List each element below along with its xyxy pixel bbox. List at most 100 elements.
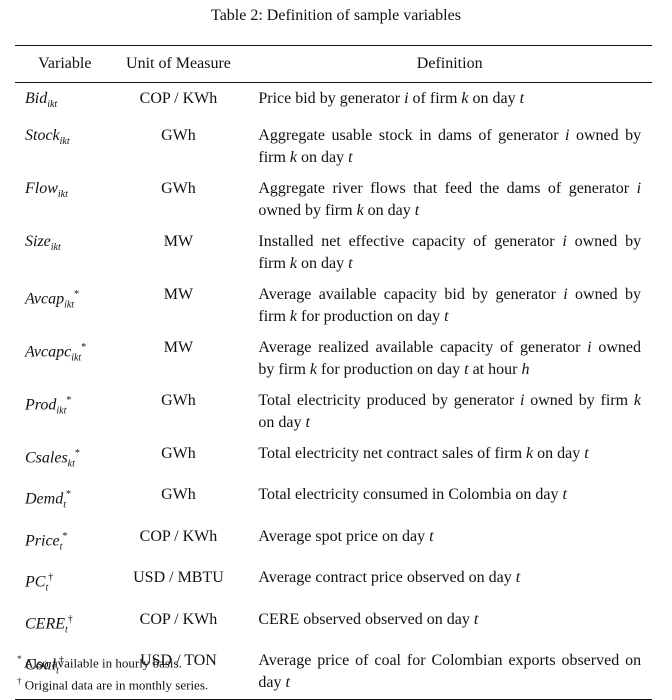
variable-cell: Prodikt* — [15, 385, 105, 438]
definition-cell: Aggregate usable stock in dams of genera… — [258, 126, 642, 166]
table-body: Bidikt COP / KWh Price bid by generator i … — [15, 83, 652, 700]
footnotes: * Also available in hourly basis. † Origi… — [17, 650, 208, 695]
unit-cell: GWh — [161, 126, 196, 144]
variable-cell: Stockikt — [15, 120, 105, 173]
variable-cell: Csaleskt* — [15, 438, 105, 480]
variable-cell: Coalt† — [15, 646, 105, 700]
unit-cell: GWh — [161, 486, 196, 504]
table-row: PCt† USD / MBTU Average contract price obs… — [15, 563, 652, 605]
variable-cell: CEREt† — [15, 604, 105, 646]
table-row: Bidikt COP / KWh Price bid by generator i … — [15, 83, 652, 121]
definition-cell: Average realized available capacity of g… — [258, 338, 642, 378]
definition-cell: Total electricity net contract sales of … — [258, 444, 589, 462]
table-row: Coalt† USD / TON Average price of coal for… — [15, 646, 652, 700]
table: Variable Unit of Measure Definition Bidi… — [15, 45, 652, 700]
variable-mark: * — [74, 447, 80, 459]
definition-cell: Aggregate river flows that feed the dams… — [258, 179, 642, 219]
table-row: Avcapikt* MW Average available capacity bi… — [15, 279, 652, 332]
variable-subscript: t — [45, 582, 49, 594]
variable-name: Size — [25, 232, 51, 250]
definition-cell: CERE observed observed on day t — [258, 610, 479, 628]
header-cell: Unit of Measure — [104, 45, 253, 83]
variable-subscript: kt — [67, 458, 75, 470]
definition-cell: Average contract price observed on day t — [258, 569, 521, 587]
footnote: † Original data are in monthly series. — [17, 672, 208, 694]
variable-subscript: ikt — [47, 98, 58, 110]
variable-mark: * — [66, 394, 72, 406]
footnote: * Also available in hourly basis. — [17, 650, 208, 672]
variable-mark: * — [62, 530, 68, 542]
variable-cell: Bidikt — [15, 83, 105, 121]
variable-name: CERE — [25, 615, 65, 633]
table-row: Csaleskt* GWh Total electricity net contra… — [15, 438, 652, 480]
variable-name: Avcapc — [25, 343, 72, 361]
definition-cell: Installed net effective capacity of gene… — [258, 232, 642, 272]
variable-subscript: t — [56, 665, 59, 677]
variable-cell: Avcapcikt* — [15, 332, 105, 385]
header-cell: Definition — [252, 45, 652, 83]
unit-cell: COP / KWh — [139, 610, 218, 628]
variable-cell: PCt† — [15, 563, 105, 605]
variable-subscript: ikt — [57, 188, 68, 200]
table-row: Pricet* COP / KWh Average spot price on da… — [15, 521, 652, 563]
variable-name: Csales — [25, 449, 68, 467]
definition-cell: Total electricity produced by generator … — [258, 391, 641, 431]
table-row: Demdt* GWh Total electricity consumed in C… — [15, 480, 652, 522]
table-row: Prodikt* GWh Total electricity produced by… — [15, 385, 652, 438]
unit-cell: GWh — [161, 179, 196, 197]
variable-mark: * — [66, 489, 71, 501]
variable-subscript: t — [59, 541, 63, 553]
unit-cell: USD / MBTU — [133, 569, 224, 587]
header-cell: Variable — [15, 45, 105, 83]
variable-mark: † — [58, 655, 64, 667]
unit-cell: GWh — [161, 444, 196, 462]
variable-mark: † — [67, 613, 73, 625]
table-row: Sizeikt MW Installed net effective capacit… — [15, 226, 652, 279]
table-row: Avcapcikt* MW Average realized available c… — [15, 332, 652, 385]
footnote-text: Original data are in monthly series. — [24, 677, 209, 693]
variable-name: Prod — [25, 396, 57, 414]
table-title: Table 2: Definition of sample variables — [211, 7, 461, 24]
unit-cell: COP / KWh — [139, 89, 218, 107]
variable-mark: * — [74, 288, 80, 300]
unit-cell: MW — [163, 285, 194, 303]
table-row: Flowikt GWh Aggregate river flows that fee… — [15, 173, 652, 226]
unit-cell: USD / TON — [140, 652, 217, 670]
variable-mark: † — [48, 572, 54, 584]
unit-cell: MW — [163, 232, 194, 250]
variable-name: Avcap — [25, 290, 65, 308]
variable-mark: * — [81, 341, 87, 353]
variable-cell: Flowikt — [15, 173, 105, 226]
variable-name: Bid — [25, 89, 48, 107]
variable-name: Price — [25, 532, 60, 550]
variable-subscript: ikt — [71, 352, 82, 364]
variable-name: Stock — [25, 126, 60, 144]
variable-cell: Sizeikt — [15, 226, 105, 279]
variable-subscript: ikt — [50, 241, 61, 253]
unit-cell: COP / KWh — [139, 527, 218, 545]
variable-subscript: t — [63, 499, 66, 511]
variable-subscript: ikt — [59, 135, 70, 147]
variable-subscript: ikt — [64, 299, 75, 311]
footnote-mark: † — [17, 676, 22, 687]
variable-subscript: t — [65, 624, 68, 636]
variable-cell: Pricet* — [15, 521, 105, 563]
footnote-text: Also available in hourly basis. — [24, 655, 182, 671]
variable-cell: Avcapikt* — [15, 279, 105, 332]
table-row: CEREt† COP / KWh CERE observed observed on… — [15, 604, 652, 646]
variable-name: Flow — [25, 179, 58, 197]
header-row: Variable Unit of Measure Definition — [15, 45, 652, 83]
unit-cell: GWh — [161, 391, 196, 409]
variable-name: PC — [25, 573, 46, 591]
variable-name: Demd — [25, 490, 64, 508]
definition-cell: Average price of coal for Colombian expo… — [258, 652, 642, 692]
footnote-mark: * — [17, 654, 22, 664]
variable-cell: Demdt* — [15, 480, 105, 522]
variable-name: Coal — [25, 656, 57, 674]
variable-subscript: ikt — [56, 405, 67, 417]
definition-cell: Price bid by generator i of firm k on da… — [258, 89, 525, 107]
table-row: Stockikt GWh Aggregate usable stock in dam… — [15, 120, 652, 173]
definition-cell: Average available capacity bid by genera… — [258, 285, 641, 325]
definition-cell: Total electricity consumed in Colombia o… — [258, 486, 567, 504]
